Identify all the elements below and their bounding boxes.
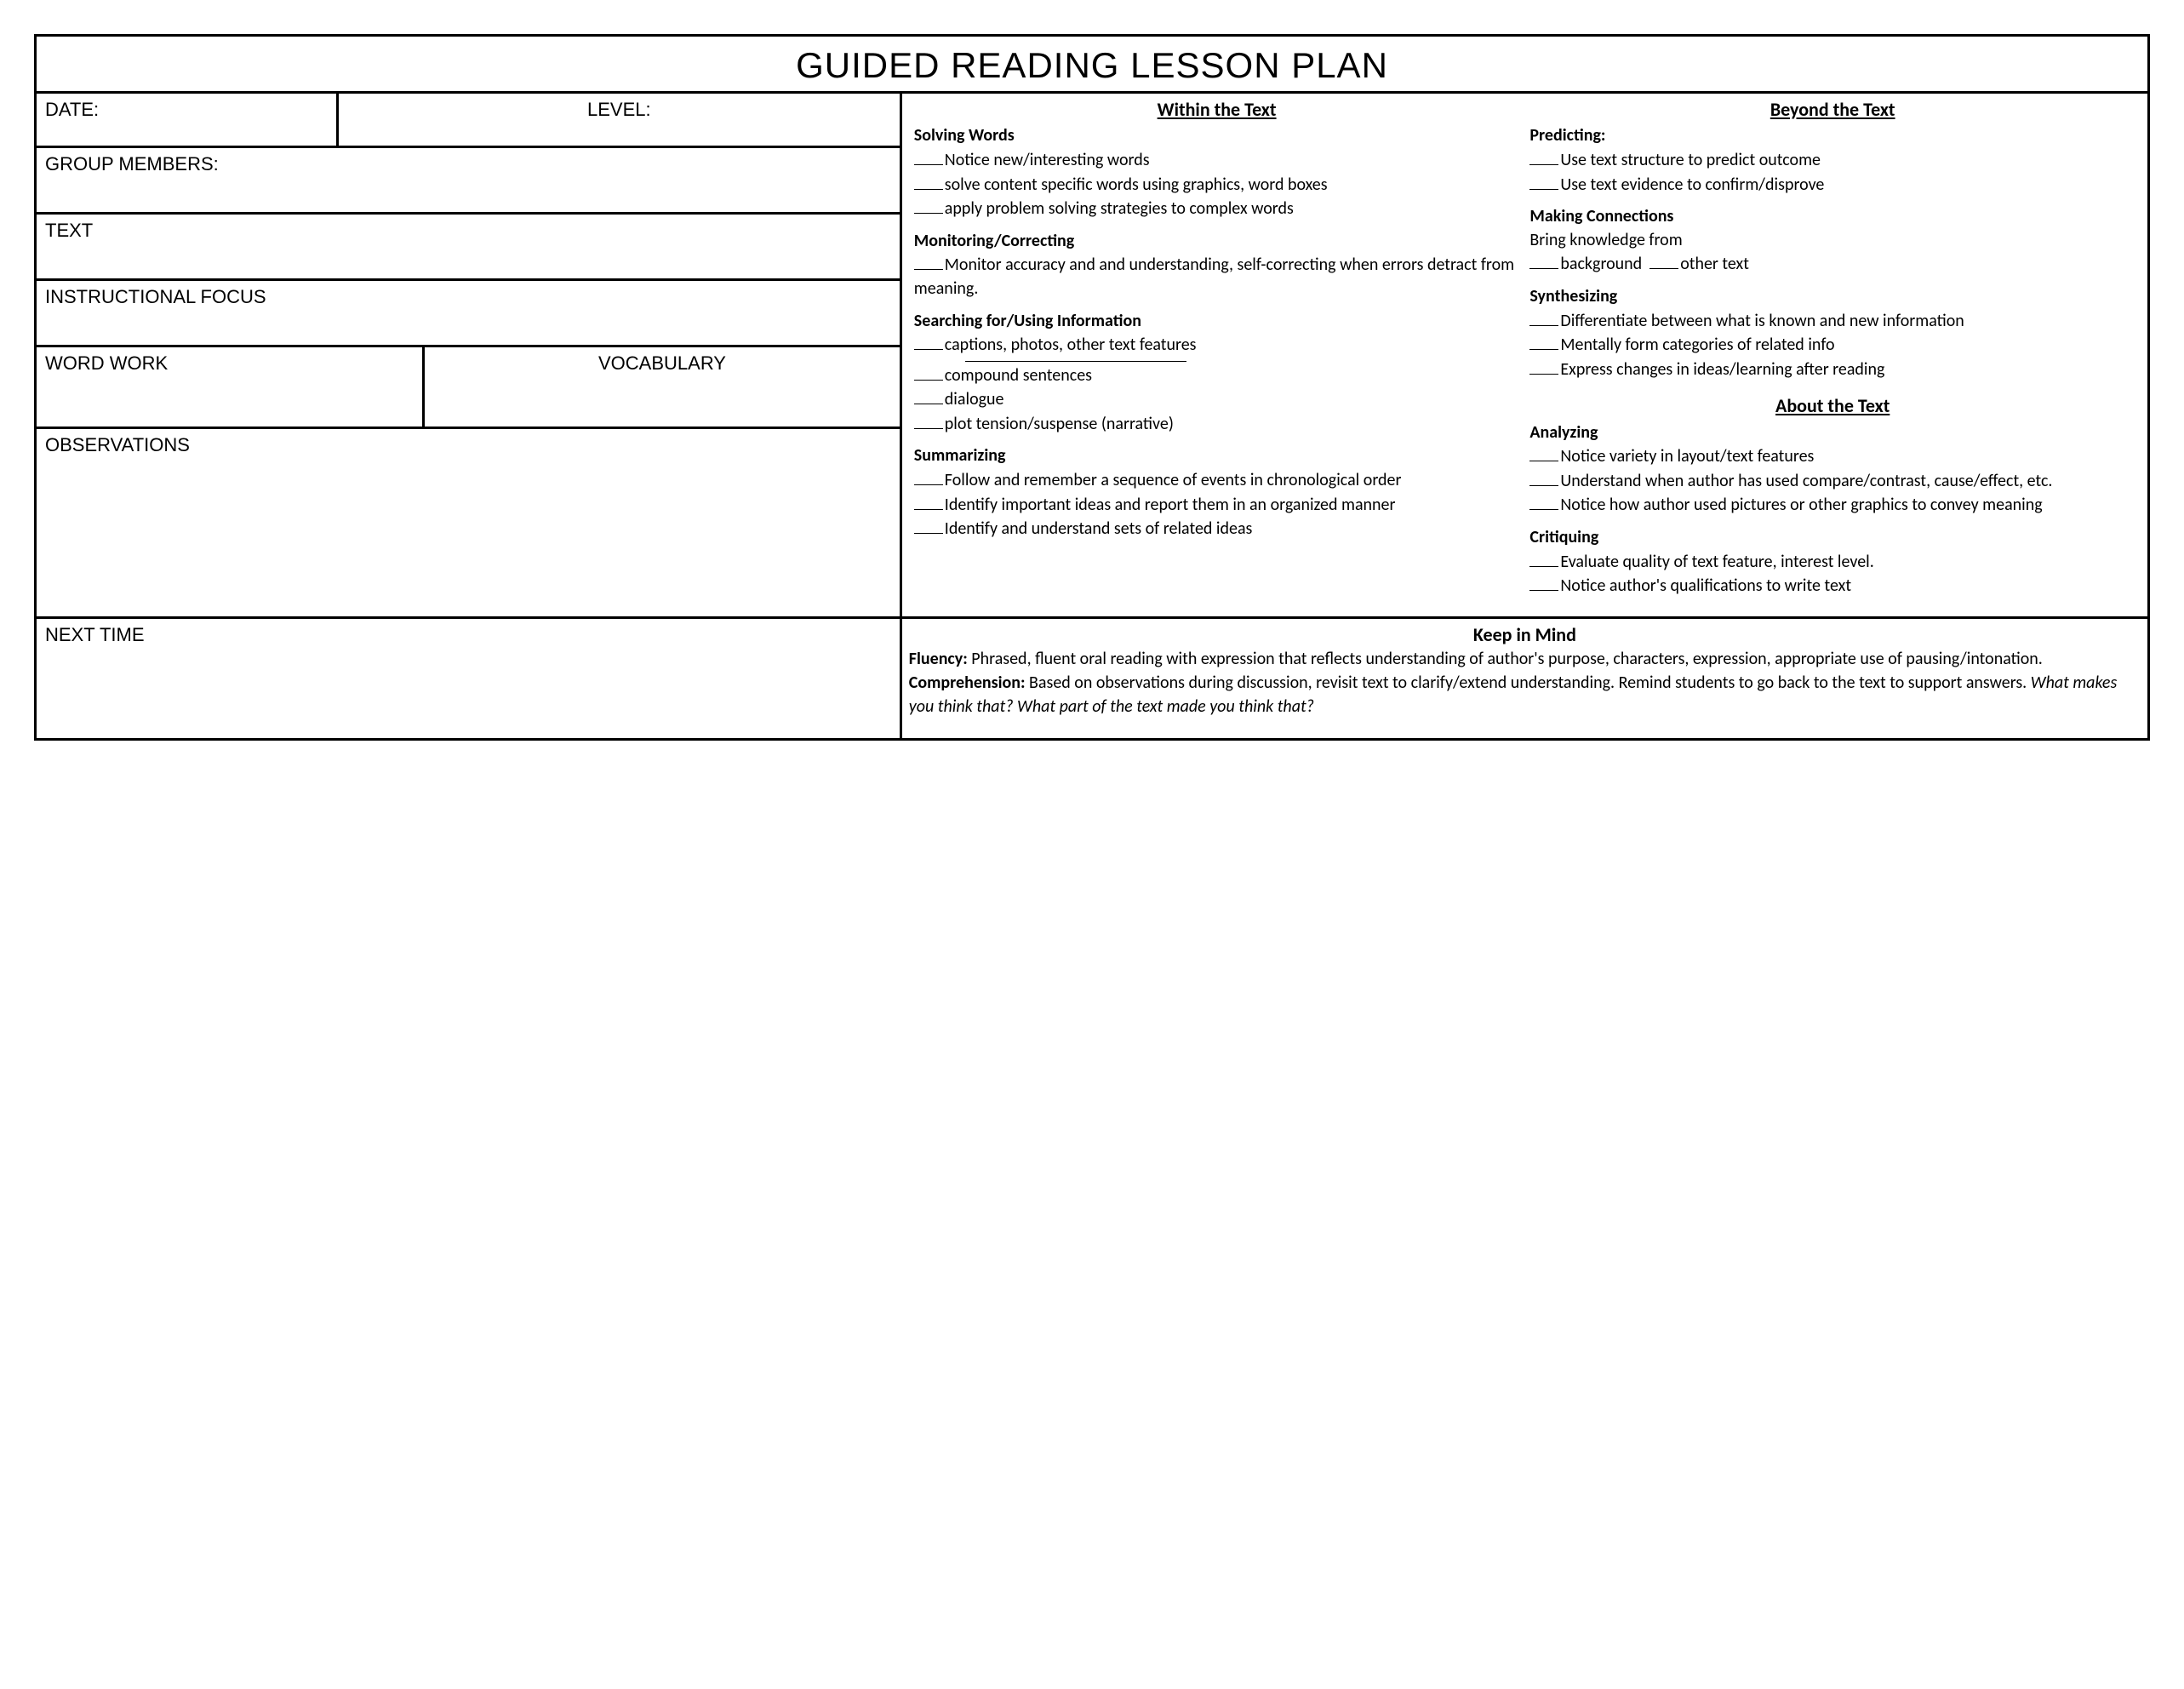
c2-line[interactable]: Notice author's qualifications to write … [1529,574,2135,598]
observations-label: OBSERVATIONS [45,434,190,455]
monitoring-title: Monitoring/Correcting [914,230,1520,254]
group-members-cell[interactable]: GROUP MEMBERS: [37,148,900,215]
critiquing-title: Critiquing [1529,526,2135,550]
date-level-row: DATE: LEVEL: [37,94,900,148]
a1-line[interactable]: Notice variety in layout/text features [1529,444,2135,469]
group-members-label: GROUP MEMBERS: [45,153,219,175]
sm3-line[interactable]: Identify and understand sets of related … [914,517,1520,541]
a2-line[interactable]: Understand when author has used compare/… [1529,469,2135,494]
sw2-line[interactable]: solve content specific words using graph… [914,173,1520,198]
p1-line[interactable]: Use text structure to predict outcome [1529,148,2135,173]
summarizing-title: Summarizing [914,444,1520,468]
keep-in-mind-section: Keep in Mind Fluency: Phrased, fluent or… [902,619,2147,738]
sy2-line[interactable]: Mentally form categories of related info [1529,333,2135,358]
si2-line[interactable]: compound sentences [914,364,1520,388]
predicting-title: Predicting: [1529,124,2135,148]
p2-line[interactable]: Use text evidence to confirm/disprove [1529,173,2135,198]
beyond-about-section: Beyond the Text Predicting: Use text str… [1524,97,2141,608]
solving-words-title: Solving Words [914,124,1520,148]
sy1-line[interactable]: Differentiate between what is known and … [1529,309,2135,334]
si3-line[interactable]: dialogue [914,387,1520,412]
bring-line: Bring knowledge from [1529,229,2135,253]
sw1-line[interactable]: Notice new/interesting words [914,148,1520,173]
mc1-line[interactable]: Monitor accuracy and and understanding, … [914,253,1520,301]
about-heading: About the Text [1529,393,2135,419]
bg-other-line[interactable]: background other text [1529,252,2135,277]
level-cell[interactable]: LEVEL: [339,94,900,146]
text-label: TEXT [45,220,93,241]
synthesizing-title: Synthesizing [1529,285,2135,309]
left-column: DATE: LEVEL: GROUP MEMBERS: TEXT INSTRUC… [37,94,902,616]
si4-line[interactable]: plot tension/suspense (narrative) [914,412,1520,437]
vocabulary-cell[interactable]: VOCABULARY [425,347,900,427]
searching-title: Searching for/Using Information [914,310,1520,334]
beyond-heading: Beyond the Text [1529,97,2135,123]
main-grid: DATE: LEVEL: GROUP MEMBERS: TEXT INSTRUC… [37,94,2147,619]
sm1-line[interactable]: Follow and remember a sequence of events… [914,468,1520,493]
page-title: GUIDED READING LESSON PLAN [37,37,2147,94]
sy3-line[interactable]: Express changes in ideas/learning after … [1529,358,2135,382]
wordwork-cell[interactable]: WORD WORK [37,347,425,427]
next-time-cell[interactable]: NEXT TIME [37,619,902,738]
c1-line[interactable]: Evaluate quality of text feature, intere… [1529,550,2135,575]
bottom-row: NEXT TIME Keep in Mind Fluency: Phrased,… [37,619,2147,738]
level-label: LEVEL: [587,99,651,120]
sm2-line[interactable]: Identify important ideas and report them… [914,493,1520,518]
fluency-line: Fluency: Phrased, fluent oral reading wi… [909,648,2141,672]
analyzing-title: Analyzing [1529,421,2135,445]
instructional-focus-label: INSTRUCTIONAL FOCUS [45,286,266,307]
observations-cell[interactable]: OBSERVATIONS [37,429,900,616]
comprehension-line: Comprehension: Based on observations dur… [909,672,2141,719]
si1-line[interactable]: captions, photos, other text features [914,333,1520,358]
a3-line[interactable]: Notice how author used pictures or other… [1529,493,2135,518]
keep-in-mind-heading: Keep in Mind [909,622,2141,648]
within-text-section: Within the Text Solving Words Notice new… [909,97,1525,608]
blank-rule[interactable] [965,361,1186,362]
date-cell[interactable]: DATE: [37,94,339,146]
instructional-focus-cell[interactable]: INSTRUCTIONAL FOCUS [37,281,900,347]
lesson-plan-page: GUIDED READING LESSON PLAN DATE: LEVEL: … [34,34,2150,741]
within-heading: Within the Text [914,97,1520,123]
wordwork-vocab-row: WORD WORK VOCABULARY [37,347,900,429]
text-cell[interactable]: TEXT [37,215,900,281]
vocabulary-label: VOCABULARY [598,352,726,374]
next-time-label: NEXT TIME [45,624,145,645]
right-column: Within the Text Solving Words Notice new… [902,94,2147,616]
making-connections-title: Making Connections [1529,205,2135,229]
wordwork-label: WORD WORK [45,352,168,374]
sw3-line[interactable]: apply problem solving strategies to comp… [914,197,1520,221]
date-label: DATE: [45,99,99,120]
